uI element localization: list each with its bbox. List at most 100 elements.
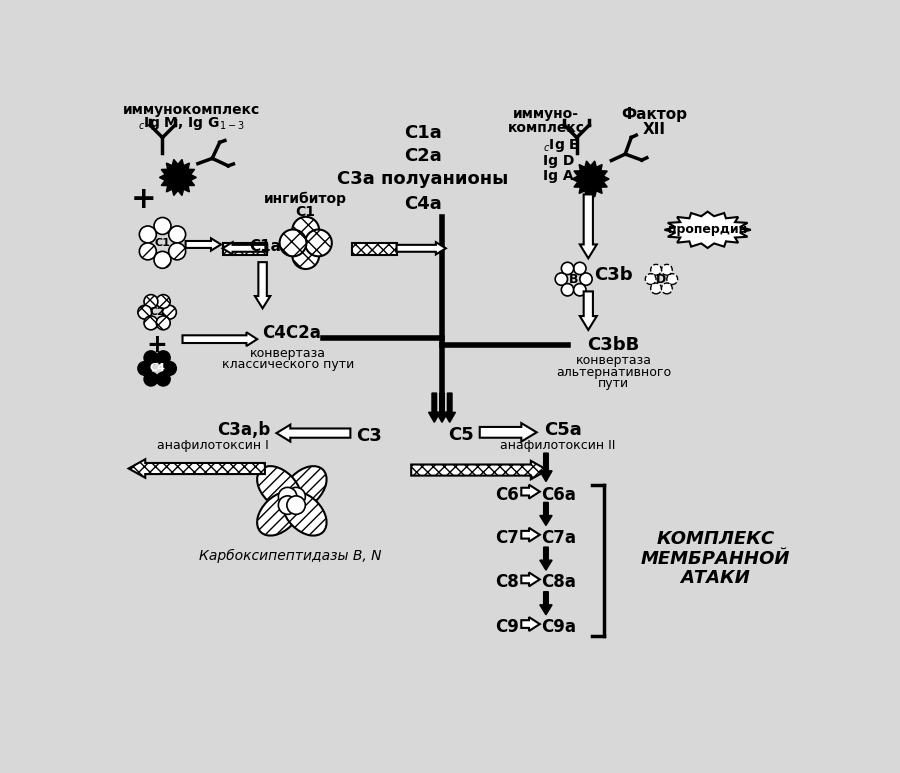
Circle shape (144, 372, 158, 386)
Text: комплекс: комплекс (508, 121, 584, 135)
Text: пути: пути (598, 377, 629, 390)
Text: $_c$Ig M, Ig G$_{1-3}$: $_c$Ig M, Ig G$_{1-3}$ (139, 115, 245, 132)
Text: C8a: C8a (541, 574, 576, 591)
Text: ингибитор: ингибитор (265, 192, 347, 206)
Text: C3a полуанионы: C3a полуанионы (338, 170, 508, 188)
Circle shape (157, 316, 170, 330)
Circle shape (138, 305, 152, 319)
Circle shape (662, 283, 672, 294)
Text: Карбоксипептидазы B, N: Карбоксипептидазы B, N (199, 550, 382, 564)
Polygon shape (159, 159, 196, 196)
Text: Фактор: Фактор (621, 107, 687, 122)
Circle shape (278, 495, 297, 514)
Polygon shape (580, 291, 597, 330)
Circle shape (278, 487, 297, 506)
Circle shape (580, 273, 592, 285)
Circle shape (140, 226, 157, 243)
Polygon shape (397, 242, 446, 254)
Polygon shape (444, 393, 455, 422)
Circle shape (140, 243, 157, 260)
Circle shape (157, 295, 170, 308)
Circle shape (168, 243, 185, 260)
Text: $_c$Ig E: $_c$Ig E (543, 137, 579, 154)
Polygon shape (411, 461, 547, 479)
Text: конвертаза: конвертаза (250, 346, 326, 359)
Circle shape (651, 283, 661, 294)
Text: Ig A: Ig A (543, 169, 573, 183)
Polygon shape (129, 459, 265, 478)
Text: C3a,b: C3a,b (217, 421, 270, 439)
Text: классического пути: классического пути (222, 358, 354, 371)
Text: C1a: C1a (404, 124, 442, 141)
Circle shape (573, 284, 586, 296)
Text: XII: XII (643, 122, 665, 138)
Text: +: + (131, 185, 157, 213)
Polygon shape (276, 424, 350, 441)
Text: C3bB: C3bB (588, 336, 640, 354)
Text: C4: C4 (149, 363, 165, 373)
Text: анафилотоксин II: анафилотоксин II (500, 439, 616, 452)
Polygon shape (428, 393, 440, 422)
Circle shape (168, 226, 185, 243)
Text: АТАКИ: АТАКИ (680, 569, 751, 587)
Polygon shape (572, 161, 609, 197)
Circle shape (144, 295, 158, 308)
Polygon shape (521, 573, 540, 587)
Polygon shape (183, 332, 257, 346)
Polygon shape (185, 238, 221, 250)
Text: иммунокомплекс: иммунокомплекс (123, 103, 260, 117)
Text: C3b: C3b (594, 266, 633, 284)
Polygon shape (521, 528, 540, 542)
Polygon shape (222, 242, 267, 254)
Ellipse shape (257, 466, 302, 510)
Text: иммуно-: иммуно- (513, 107, 579, 121)
Text: C6a: C6a (541, 485, 576, 504)
Circle shape (662, 264, 672, 275)
Polygon shape (540, 453, 552, 482)
Text: МЕМБРАННОЙ: МЕМБРАННОЙ (641, 550, 790, 567)
Circle shape (292, 216, 320, 243)
Text: C6: C6 (496, 485, 519, 504)
Text: пропердин: пропердин (668, 223, 747, 237)
Text: C9: C9 (496, 618, 519, 636)
Text: C5: C5 (448, 427, 474, 444)
Text: +: + (147, 333, 167, 357)
Circle shape (292, 242, 320, 269)
Text: КОМПЛЕКС: КОМПЛЕКС (656, 530, 775, 548)
Ellipse shape (283, 466, 327, 510)
Circle shape (138, 362, 152, 376)
Text: D: D (656, 273, 667, 285)
Polygon shape (540, 547, 552, 570)
FancyBboxPatch shape (222, 243, 267, 255)
Circle shape (154, 217, 171, 234)
Circle shape (287, 487, 305, 506)
Text: анафилотоксин I: анафилотоксин I (158, 439, 269, 452)
Polygon shape (436, 393, 448, 422)
Circle shape (645, 274, 656, 284)
Text: C4C2a: C4C2a (263, 324, 321, 342)
Circle shape (651, 264, 661, 275)
Circle shape (573, 262, 586, 274)
Text: конвертаза: конвертаза (576, 354, 652, 367)
Text: C8: C8 (496, 574, 519, 591)
Polygon shape (255, 262, 270, 308)
Text: C2a: C2a (404, 147, 442, 165)
Text: альтернативного: альтернативного (556, 366, 671, 379)
Text: C9a: C9a (541, 618, 576, 636)
Circle shape (144, 351, 158, 365)
Text: C7a: C7a (541, 529, 576, 547)
Ellipse shape (257, 492, 302, 536)
Polygon shape (521, 617, 540, 631)
Text: C1a: C1a (249, 240, 281, 254)
Circle shape (562, 284, 573, 296)
Polygon shape (480, 423, 536, 441)
Polygon shape (580, 194, 597, 258)
Circle shape (157, 351, 170, 365)
Text: B: B (569, 273, 579, 285)
Ellipse shape (283, 492, 327, 536)
Polygon shape (540, 591, 552, 615)
Circle shape (280, 230, 306, 257)
Text: C1: C1 (155, 238, 170, 248)
Text: C1: C1 (296, 205, 316, 219)
Text: C7: C7 (496, 529, 519, 547)
